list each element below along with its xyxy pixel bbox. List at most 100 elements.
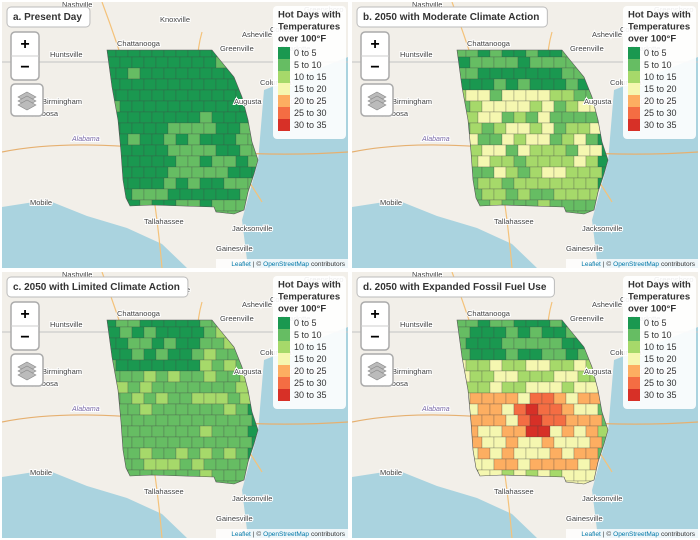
county [119, 370, 133, 383]
county [477, 67, 491, 80]
county [151, 381, 165, 394]
zoom-in[interactable]: + [370, 36, 379, 53]
zoom-out[interactable]: − [20, 59, 29, 76]
place-label: Birmingham [392, 367, 432, 376]
county [191, 392, 205, 405]
place-label: Huntsville [400, 50, 433, 59]
attribution-osm[interactable]: OpenStreetMap [263, 531, 309, 538]
county [155, 458, 169, 471]
county [465, 359, 479, 372]
county [143, 144, 157, 157]
county [481, 326, 495, 339]
attribution-leaflet[interactable]: Leaflet [581, 261, 601, 268]
county [223, 111, 237, 124]
place-label: Greenville [220, 314, 254, 323]
county [513, 447, 527, 460]
county [517, 458, 531, 471]
attribution-osm[interactable]: OpenStreetMap [263, 261, 309, 268]
county [155, 348, 169, 361]
county [139, 133, 153, 146]
county [163, 155, 177, 168]
county [139, 359, 153, 372]
county [179, 436, 193, 449]
attribution-leaflet[interactable]: Leaflet [231, 261, 251, 268]
county [167, 370, 181, 383]
county [187, 359, 201, 372]
place-label: Nashville [412, 272, 442, 279]
map-panel[interactable]: NashvilleKnoxvilleGreensboroConcordAshev… [2, 2, 348, 268]
place-label: Huntsville [50, 50, 83, 59]
county [501, 89, 515, 102]
county [525, 177, 539, 190]
county [187, 177, 201, 190]
county [203, 78, 217, 91]
county [489, 89, 503, 102]
map-panel[interactable]: NashvilleKnoxvilleGreensboroConcordAshev… [2, 272, 348, 538]
county [529, 370, 543, 383]
county [143, 414, 157, 427]
county [469, 78, 483, 91]
map-panel[interactable]: NashvilleKnoxvilleGreensboroConcordAshev… [352, 272, 698, 538]
county [513, 425, 527, 438]
county [167, 326, 181, 339]
county [553, 166, 567, 179]
zoom-out[interactable]: − [20, 329, 29, 346]
county [215, 414, 229, 427]
attribution-osm[interactable]: OpenStreetMap [613, 261, 659, 268]
legend-swatch [278, 389, 290, 401]
county [203, 166, 217, 179]
county [549, 67, 563, 80]
legend-title: Temperatures [278, 22, 340, 33]
county [175, 177, 189, 190]
map-panel[interactable]: NashvilleKnoxvilleGreensboroConcordAshev… [352, 2, 698, 268]
legend-label: 0 to 5 [644, 48, 667, 58]
place-label: Chattanooga [117, 39, 161, 48]
county [167, 458, 181, 471]
gulf [352, 200, 537, 268]
legend-swatch [628, 83, 640, 95]
attribution-leaflet[interactable]: Leaflet [581, 531, 601, 538]
county [489, 337, 503, 350]
place-label: Augusta [234, 367, 262, 376]
county [517, 56, 531, 69]
county [469, 392, 483, 405]
county [239, 166, 253, 179]
county [541, 370, 555, 383]
county [477, 425, 491, 438]
attribution-leaflet[interactable]: Leaflet [231, 531, 251, 538]
county [585, 403, 599, 416]
county [227, 392, 241, 405]
county [139, 111, 153, 124]
county [199, 111, 213, 124]
county [493, 100, 507, 113]
legend-swatch [628, 107, 640, 119]
zoom-out[interactable]: − [370, 59, 379, 76]
county [199, 133, 213, 146]
county [549, 89, 563, 102]
county [163, 403, 177, 416]
county [191, 78, 205, 91]
attribution-osm[interactable]: OpenStreetMap [613, 531, 659, 538]
county [493, 348, 507, 361]
place-label: Asheville [242, 300, 272, 309]
county [505, 436, 519, 449]
county [553, 144, 567, 157]
legend-swatch [278, 107, 290, 119]
place-label: Mobile [30, 198, 52, 207]
county [553, 414, 567, 427]
zoom-in[interactable]: + [20, 36, 29, 53]
zoom-out[interactable]: − [370, 329, 379, 346]
county [565, 100, 579, 113]
county [493, 144, 507, 157]
county [211, 403, 225, 416]
county [151, 447, 165, 460]
county [191, 414, 205, 427]
county [541, 188, 555, 201]
county [549, 381, 563, 394]
county [223, 447, 237, 460]
county [501, 381, 515, 394]
legend-box [623, 276, 696, 409]
county [537, 359, 551, 372]
zoom-in[interactable]: + [370, 306, 379, 323]
zoom-in[interactable]: + [20, 306, 29, 323]
